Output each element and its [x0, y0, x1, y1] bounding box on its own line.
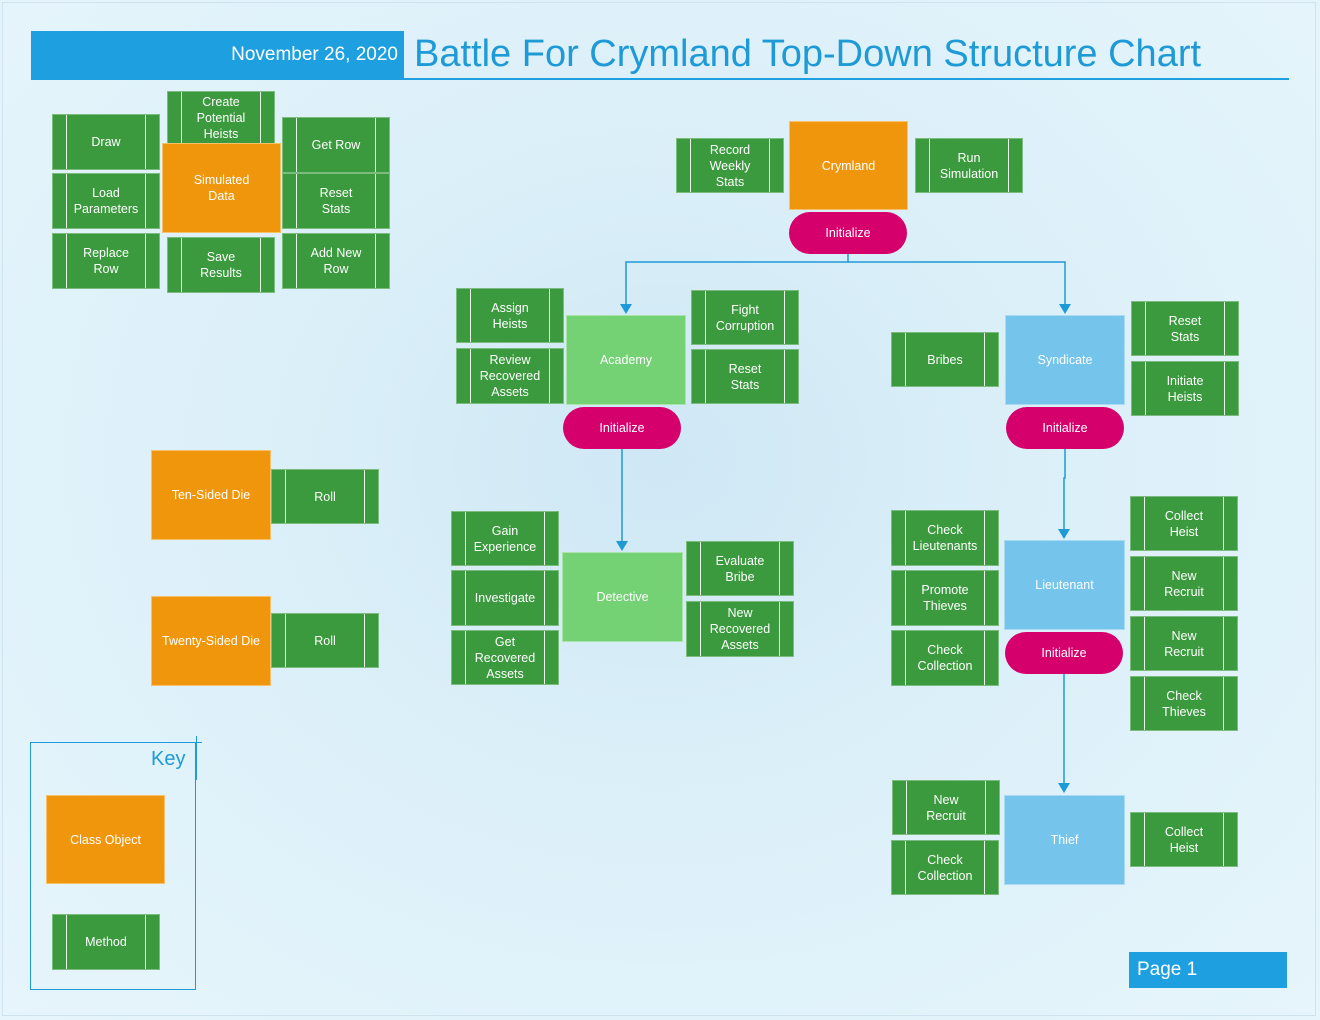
class-simulated-data[interactable]: Simulated Data: [162, 143, 281, 233]
arrowhead-syndicate: [1059, 304, 1071, 314]
method-get-recovered-assets[interactable]: Get Recovered Assets: [451, 630, 559, 685]
method-get-row[interactable]: Get Row: [282, 117, 390, 173]
key-method-swatch: Method: [52, 914, 160, 970]
method-assign-heists[interactable]: Assign Heists: [456, 288, 564, 343]
arrowhead-lieutenant: [1058, 529, 1070, 539]
key-title: Key: [151, 748, 186, 770]
method-review-recovered-assets[interactable]: Review Recovered Assets: [456, 348, 564, 404]
method-academy-reset-stats[interactable]: Reset Stats: [691, 349, 799, 404]
key-title-rule: [128, 742, 202, 743]
method-investigate[interactable]: Investigate: [451, 570, 559, 626]
method-load-parameters[interactable]: Load Parameters: [52, 173, 160, 229]
initialize-lieutenant[interactable]: Initialize: [1005, 632, 1123, 674]
initialize-syndicate[interactable]: Initialize: [1006, 407, 1124, 449]
arrowhead-academy: [620, 304, 632, 314]
method-run-simulation[interactable]: Run Simulation: [915, 138, 1023, 193]
arrowhead-thief: [1058, 783, 1070, 793]
key-class-object-swatch: Class Object: [46, 795, 165, 884]
method-create-potential-heists[interactable]: Create Potential Heists: [167, 91, 275, 145]
method-thief-new-recruit[interactable]: New Recruit: [892, 780, 1000, 835]
method-thief-check-collection[interactable]: Check Collection: [891, 840, 999, 895]
method-record-weekly-stats[interactable]: Record Weekly Stats: [676, 138, 784, 193]
method-reset-stats[interactable]: Reset Stats: [282, 173, 390, 229]
method-ten-sided-roll[interactable]: Roll: [271, 469, 379, 524]
method-save-results[interactable]: Save Results: [167, 237, 275, 293]
class-thief[interactable]: Thief: [1004, 795, 1125, 885]
header-rule: [31, 78, 1289, 80]
connector-crymland-academy: [625, 253, 849, 308]
class-syndicate[interactable]: Syndicate: [1005, 315, 1125, 405]
method-bribes[interactable]: Bribes: [891, 332, 999, 387]
arrowhead-detective: [616, 541, 628, 551]
initialize-crymland[interactable]: Initialize: [789, 212, 907, 254]
class-crymland[interactable]: Crymland: [789, 121, 908, 210]
method-check-thieves[interactable]: Check Thieves: [1130, 676, 1238, 731]
method-twenty-sided-roll[interactable]: Roll: [271, 613, 379, 668]
method-lieutenant-new-recruit-1[interactable]: New Recruit: [1130, 556, 1238, 611]
method-evaluate-bribe[interactable]: Evaluate Bribe: [686, 541, 794, 596]
class-detective[interactable]: Detective: [562, 552, 683, 642]
method-add-new-row[interactable]: Add New Row: [282, 233, 390, 289]
key-title-tick: [196, 736, 197, 780]
method-gain-experience[interactable]: Gain Experience: [451, 511, 559, 566]
class-ten-sided-die[interactable]: Ten-Sided Die: [151, 450, 271, 540]
key-legend-box: [30, 742, 196, 990]
initialize-academy[interactable]: Initialize: [563, 407, 681, 449]
header-date-bar: November 26, 2020: [31, 31, 404, 78]
method-draw[interactable]: Draw: [52, 114, 160, 170]
method-promote-thieves[interactable]: Promote Thieves: [891, 570, 999, 626]
connector-crymland-syndicate: [848, 261, 1066, 308]
method-lieutenant-new-recruit-2[interactable]: New Recruit: [1130, 616, 1238, 671]
connector-syndicate-lieutenant: [1063, 449, 1066, 533]
method-check-lieutenants[interactable]: Check Lieutenants: [891, 510, 999, 566]
page-title: Battle For Crymland Top-Down Structure C…: [414, 33, 1202, 75]
method-replace-row[interactable]: Replace Row: [52, 233, 160, 289]
page-number: Page 1: [1129, 952, 1287, 988]
class-twenty-sided-die[interactable]: Twenty-Sided Die: [151, 596, 271, 686]
method-fight-corruption[interactable]: Fight Corruption: [691, 290, 799, 345]
method-lieutenant-collect-heist[interactable]: Collect Heist: [1130, 496, 1238, 551]
method-syndicate-reset-stats[interactable]: Reset Stats: [1131, 301, 1239, 356]
header-date: November 26, 2020: [231, 44, 398, 65]
class-academy[interactable]: Academy: [566, 315, 686, 405]
method-new-recovered-assets[interactable]: New Recovered Assets: [686, 601, 794, 657]
class-lieutenant[interactable]: Lieutenant: [1004, 540, 1125, 630]
method-check-collection[interactable]: Check Collection: [891, 630, 999, 686]
method-thief-collect-heist[interactable]: Collect Heist: [1130, 812, 1238, 867]
method-initiate-heists[interactable]: Initiate Heists: [1131, 361, 1239, 416]
